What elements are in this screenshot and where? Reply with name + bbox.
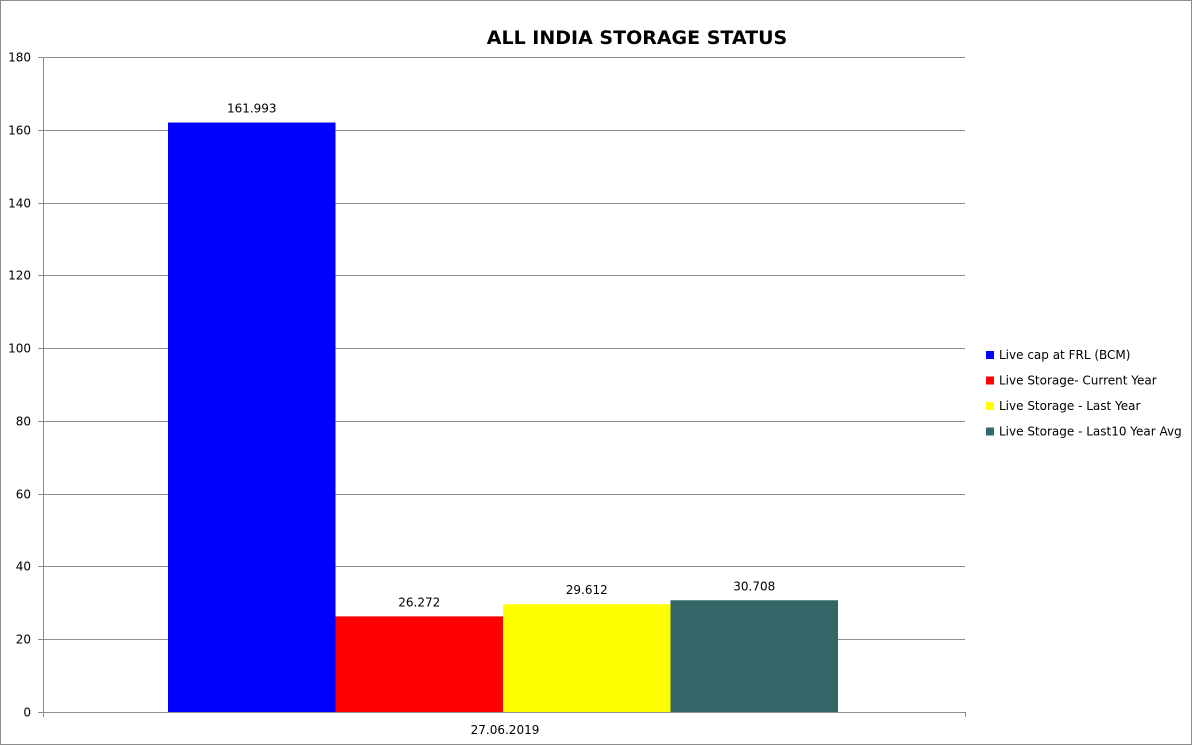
legend-label: Live Storage - Last10 Year Avg xyxy=(999,425,1182,439)
bar-3 xyxy=(503,604,671,712)
legend-label: Live Storage - Last Year xyxy=(999,399,1141,413)
legend-swatch xyxy=(986,376,994,385)
bar-4 xyxy=(670,600,838,712)
data-label: 26.272 xyxy=(398,595,440,609)
bar-2 xyxy=(335,616,503,712)
axes: 0 20 40 60 80 100 120 140 160 180 27.06.2019 xyxy=(8,51,966,737)
legend-swatch xyxy=(986,427,994,436)
y-tick-label: 120 xyxy=(8,269,31,283)
data-label: 30.708 xyxy=(733,579,775,593)
legend-swatch xyxy=(986,351,994,359)
x-category-label: 27.06.2019 xyxy=(471,723,540,737)
data-label: 29.612 xyxy=(566,583,608,597)
bars xyxy=(168,122,838,713)
bar-1 xyxy=(168,122,336,713)
y-tick-label: 180 xyxy=(8,51,31,65)
legend: Live cap at FRL (BCM) Live Storage- Curre… xyxy=(986,348,1182,439)
data-labels: 161.993 26.272 29.612 30.708 xyxy=(227,102,775,610)
y-tick-label: 20 xyxy=(16,633,31,647)
legend-label: Live Storage- Current Year xyxy=(999,374,1157,388)
y-tick-label: 100 xyxy=(8,342,31,356)
y-tick-label: 140 xyxy=(8,197,31,211)
y-tick-label: 60 xyxy=(16,488,31,502)
y-tick-label: 40 xyxy=(16,560,31,574)
y-tick-label: 80 xyxy=(16,415,31,429)
legend-swatch xyxy=(986,402,994,410)
chart-title: ALL INDIA STORAGE STATUS xyxy=(487,27,787,49)
legend-label: Live cap at FRL (BCM) xyxy=(999,348,1130,362)
data-label: 161.993 xyxy=(227,102,277,116)
y-tick-label: 160 xyxy=(8,124,31,138)
y-tick-label: 0 xyxy=(23,706,31,720)
